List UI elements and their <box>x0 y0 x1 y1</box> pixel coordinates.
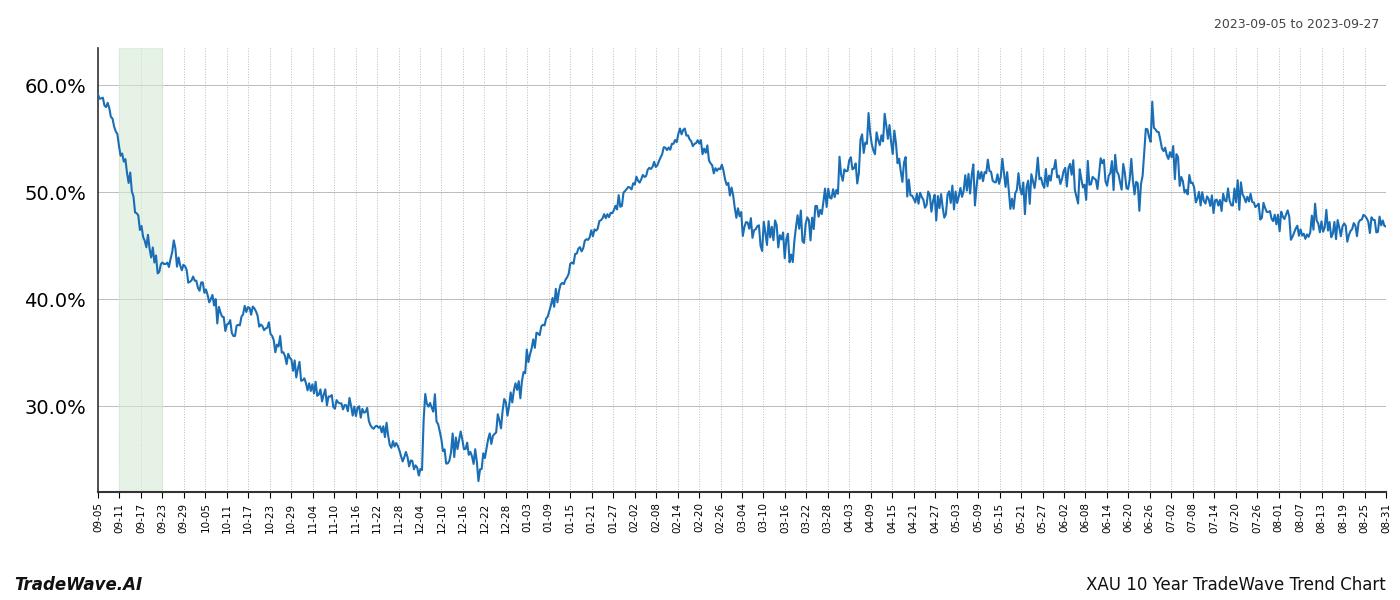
Text: XAU 10 Year TradeWave Trend Chart: XAU 10 Year TradeWave Trend Chart <box>1086 576 1386 594</box>
Bar <box>119 48 162 492</box>
Text: TradeWave.AI: TradeWave.AI <box>14 576 143 594</box>
Text: 2023-09-05 to 2023-09-27: 2023-09-05 to 2023-09-27 <box>1214 18 1379 31</box>
